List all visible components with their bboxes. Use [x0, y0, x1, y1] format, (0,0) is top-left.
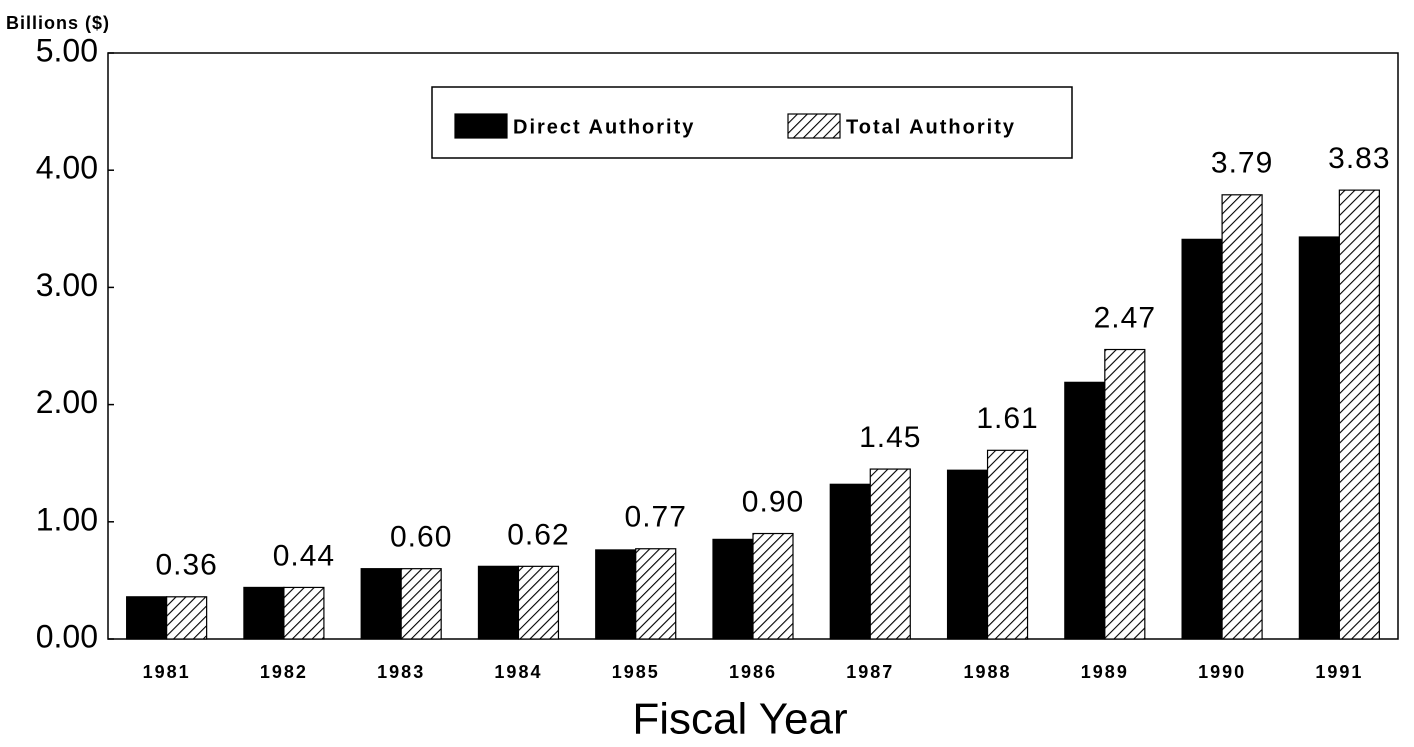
bar [986, 449, 1029, 640]
bar [477, 565, 520, 640]
bar [1181, 238, 1223, 640]
bar [595, 549, 637, 640]
bar [283, 586, 325, 640]
y-tick-label: 5.00 [36, 32, 98, 68]
y-tick-label: 3.00 [36, 267, 98, 303]
bar [1104, 348, 1146, 640]
bar [126, 596, 168, 640]
value-label: 0.36 [155, 549, 217, 582]
bar [360, 568, 402, 640]
legend-label: Total Authority [846, 116, 1016, 138]
bar [517, 565, 560, 640]
x-tick-label: 1989 [1081, 662, 1129, 682]
value-label: 1.61 [976, 402, 1038, 435]
x-tick-label: 1986 [729, 662, 777, 682]
y-tick-label: 0.00 [36, 618, 98, 654]
bar [635, 548, 677, 640]
x-tick-label: 1985 [612, 662, 660, 682]
value-label: 2.47 [1094, 301, 1156, 334]
y-tick-label: 1.00 [36, 501, 98, 537]
bar [166, 596, 208, 640]
x-tick-label: 1981 [143, 662, 191, 682]
legend-swatch [787, 113, 841, 139]
value-label: 0.90 [742, 485, 804, 518]
x-tick-label: 1984 [494, 662, 542, 682]
x-tick-label: 1983 [377, 662, 425, 682]
x-tick-label: 1991 [1315, 662, 1363, 682]
bar [1298, 236, 1340, 640]
y-tick-label: 4.00 [36, 150, 98, 186]
x-tick-label: 1988 [964, 662, 1012, 682]
legend-box [431, 86, 1073, 159]
y-axis-title: Billions ($) [6, 13, 110, 33]
bar [946, 469, 989, 640]
value-label: 1.45 [859, 421, 921, 454]
legend-swatch [454, 113, 508, 139]
value-label: 0.62 [507, 518, 569, 551]
bar [400, 568, 442, 640]
bar [1064, 381, 1106, 640]
value-label: 3.83 [1328, 142, 1390, 175]
value-label: 0.44 [273, 539, 335, 572]
bar [712, 538, 754, 640]
bar [1338, 189, 1380, 640]
x-tick-label: 1990 [1198, 662, 1246, 682]
bar [752, 532, 794, 640]
y-tick-label: 2.00 [36, 384, 98, 420]
x-tick-label: 1982 [260, 662, 308, 682]
value-label: 0.60 [390, 521, 452, 554]
value-label: 0.77 [625, 501, 687, 534]
x-tick-label: 1987 [846, 662, 894, 682]
value-label: 3.79 [1211, 147, 1273, 180]
bar [869, 468, 911, 640]
bar [1221, 194, 1263, 640]
legend-label: Direct Authority [513, 116, 695, 138]
x-axis-title: Fiscal Year [632, 695, 847, 744]
bar [829, 483, 871, 640]
bar [243, 586, 285, 640]
